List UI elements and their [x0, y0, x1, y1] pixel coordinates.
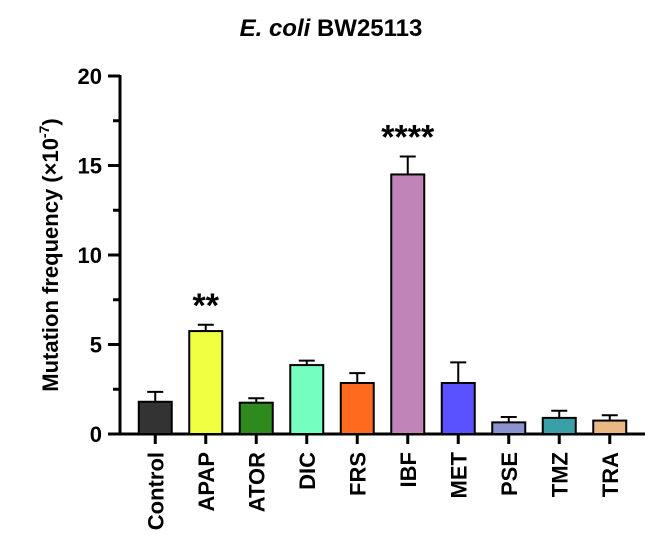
bars [137, 155, 628, 436]
bar-apap [188, 330, 224, 436]
significance-markers: ****** [193, 119, 435, 325]
x-tick-label: APAP [194, 452, 219, 512]
significance-marker: ** [193, 287, 220, 325]
bar-control [137, 400, 173, 435]
x-tick-label: TRA [598, 452, 623, 497]
bar-frs [339, 381, 375, 435]
y-axis-label: Mutation frequency (×10-7) [36, 118, 63, 391]
y-tick-label: 0 [90, 422, 102, 447]
bar-dic [289, 364, 325, 435]
x-tick-label: ATOR [244, 452, 269, 512]
x-tick-label: IBF [396, 452, 421, 487]
bar-tra [592, 419, 628, 436]
y-axis-label-main: Mutation frequency (×10 [38, 138, 63, 392]
x-tick-labels: Control APAP ATOR DIC FRS IBF MET PSE TMZ TRA [143, 434, 623, 530]
y-axis-label-exponent: -7 [36, 125, 52, 138]
bar-ibf [390, 173, 426, 435]
x-tick-label: PSE [497, 452, 522, 496]
x-tick-label: FRS [345, 452, 370, 496]
y-axis-label-close: ) [38, 118, 63, 125]
x-tick-label: Control [143, 452, 168, 530]
x-tick-label: TMZ [547, 452, 572, 497]
x-tick-label: DIC [295, 452, 320, 490]
chart-title-italic: E. coli [240, 15, 312, 42]
bar-ator [238, 401, 274, 435]
svg-text:Mutation frequency (×10-7): Mutation frequency (×10-7) [36, 118, 63, 391]
chart-title-rest: BW25113 [310, 15, 422, 42]
y-tick-label: 5 [90, 333, 102, 358]
bar-met [440, 381, 476, 435]
y-tick-label: 15 [78, 154, 102, 179]
chart-title: E. coli BW25113 [240, 15, 423, 42]
x-tick-label: MET [446, 451, 471, 498]
y-tick-label: 20 [78, 64, 102, 89]
y-ticks: 0 5 10 15 20 [78, 64, 120, 447]
significance-marker: **** [381, 119, 435, 157]
y-tick-label: 10 [78, 243, 102, 268]
bar-tmz [541, 416, 577, 436]
bar-pse [491, 421, 527, 435]
